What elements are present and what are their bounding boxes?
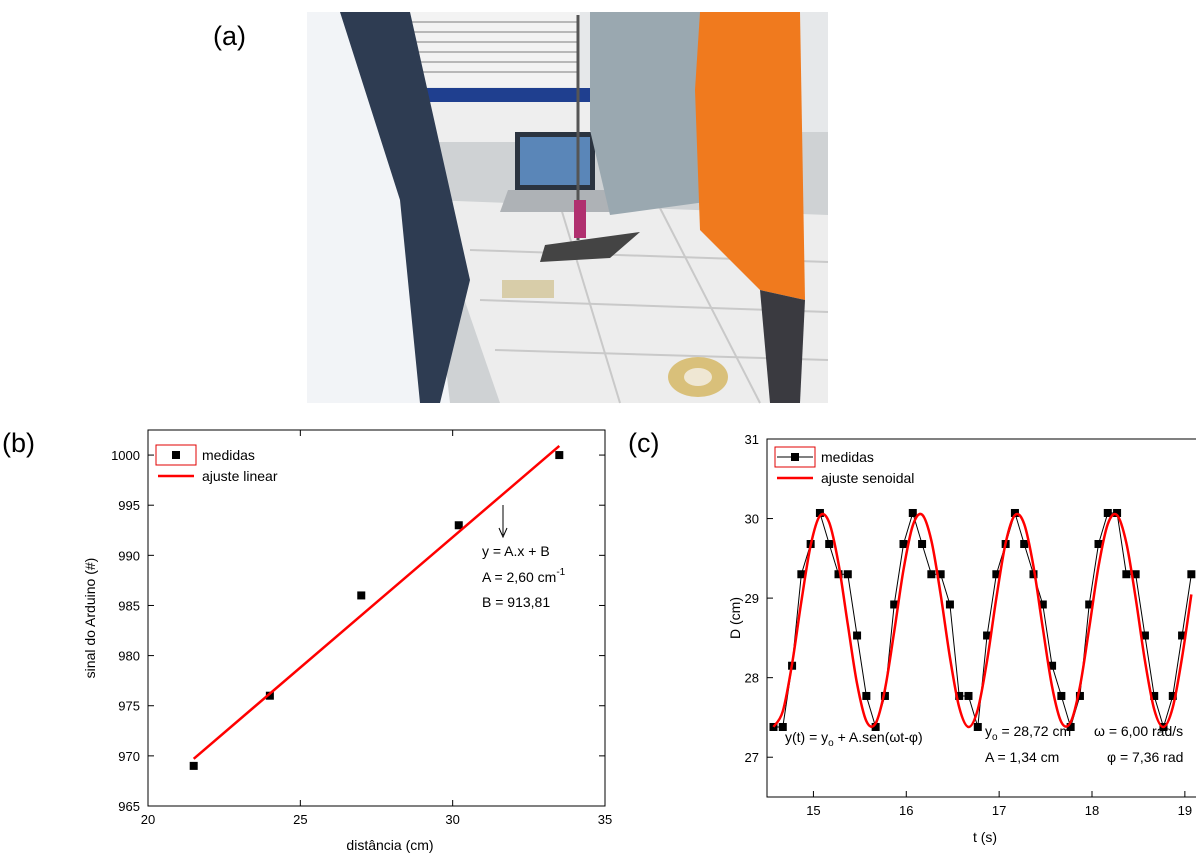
annotation-superscript: -1 [556, 567, 565, 578]
legend-marker [172, 451, 180, 459]
annotation-text: y = A.x + B [482, 543, 550, 559]
y-tick-label: 31 [745, 432, 759, 447]
data-point [853, 632, 861, 640]
chart: 15 16 17 18 19 27 28 29 30 31 t (s) D (cm) medidas aj… [727, 432, 1196, 845]
y-axis-label: D (cm) [727, 597, 743, 639]
chart: 20 25 30 35 965 970 975 980 985 990 995 1000 distânc… [82, 430, 612, 853]
annotation-text: A = 2,60 cm [482, 569, 556, 585]
y-tick-label: 30 [745, 512, 759, 527]
legend-text: medidas [202, 447, 255, 463]
y-tick-label: 995 [118, 498, 140, 513]
legend-text: ajuste linear [202, 468, 278, 484]
annotation: y = A.x + B [482, 543, 550, 559]
x-tick-label: 16 [899, 803, 913, 818]
y-tick-label: 965 [118, 799, 140, 814]
plot-area [770, 509, 1196, 731]
annotation-text: y(t) = y [785, 729, 828, 745]
annotation: yo = 28,72 cm [985, 723, 1071, 743]
annotation-text: + A.sen(ωt-φ) [834, 729, 923, 745]
plot-frame [148, 430, 605, 806]
x-tick-label: 17 [992, 803, 1006, 818]
annotation: ω = 6,00 rad/s [1094, 723, 1183, 739]
annotation-text: B = 913,81 [482, 594, 550, 610]
annotation: y(t) = yo + A.sen(ωt-φ) [785, 729, 923, 749]
annotation: B = 913,81 [482, 594, 550, 610]
x-tick-label: 30 [445, 812, 459, 827]
data-point [825, 540, 833, 548]
y-tick-label: 1000 [111, 448, 140, 463]
data-point [909, 509, 917, 517]
data-point [918, 540, 926, 548]
x-tick-label: 18 [1085, 803, 1099, 818]
data-point [844, 570, 852, 578]
panel-label: (b) [2, 428, 35, 458]
annotation: A = 2,60 cm-1 [482, 567, 566, 585]
panel-label: (c) [628, 428, 659, 458]
x-tick-label: 15 [806, 803, 820, 818]
x-tick-label: 35 [598, 812, 612, 827]
annotation: A = 1,34 cm [985, 749, 1059, 765]
x-tick-label: 25 [293, 812, 307, 827]
data-point [927, 570, 935, 578]
data-point [965, 692, 973, 700]
legend-text: ajuste senoidal [821, 470, 914, 486]
y-tick-label: 970 [118, 749, 140, 764]
x-tick-label: 20 [141, 812, 155, 827]
y-tick-label: 29 [745, 591, 759, 606]
y-tick-label: 990 [118, 548, 140, 563]
annotation: φ = 7,36 rad [1107, 749, 1183, 765]
x-axis-label: t (s) [973, 829, 997, 845]
data-point [1057, 692, 1065, 700]
legend-text: medidas [821, 449, 874, 465]
x-axis-label: distância (cm) [346, 837, 433, 853]
y-tick-label: 985 [118, 598, 140, 613]
annotation-text: φ = 7,36 rad [1107, 749, 1183, 765]
data-point [862, 692, 870, 700]
annotation-text: y [985, 723, 992, 739]
data-point [1020, 540, 1028, 548]
annotation-text: A = 1,34 cm [985, 749, 1059, 765]
photo [307, 12, 828, 403]
data-point [900, 540, 908, 548]
data-point [1122, 570, 1130, 578]
y-tick-label: 975 [118, 699, 140, 714]
y-axis-label: sinal do Arduino (#) [82, 558, 98, 679]
data-point [1187, 570, 1195, 578]
x-tick-label: 19 [1178, 803, 1192, 818]
figure: (a) (b) (c) 20 25 30 35 965 970 975 980 985 990 995 10… [0, 0, 1196, 853]
data-point [190, 762, 198, 770]
annotation-arrow [499, 505, 507, 537]
panel-label: (a) [213, 21, 246, 51]
data-point [946, 600, 954, 608]
y-tick-label: 980 [118, 649, 140, 664]
y-tick-label: 27 [745, 750, 759, 765]
data-point [555, 451, 563, 459]
data-point [357, 591, 365, 599]
annotation-text: ω = 6,00 rad/s [1094, 723, 1183, 739]
page: { "panel_labels": ["(a)", "(b)", "(c)"],… [0, 0, 1196, 853]
legend-marker [791, 453, 799, 461]
annotation-text: = 28,72 cm [998, 723, 1072, 739]
series-line [774, 514, 1192, 727]
y-tick-label: 28 [745, 671, 759, 686]
data-point [974, 723, 982, 731]
